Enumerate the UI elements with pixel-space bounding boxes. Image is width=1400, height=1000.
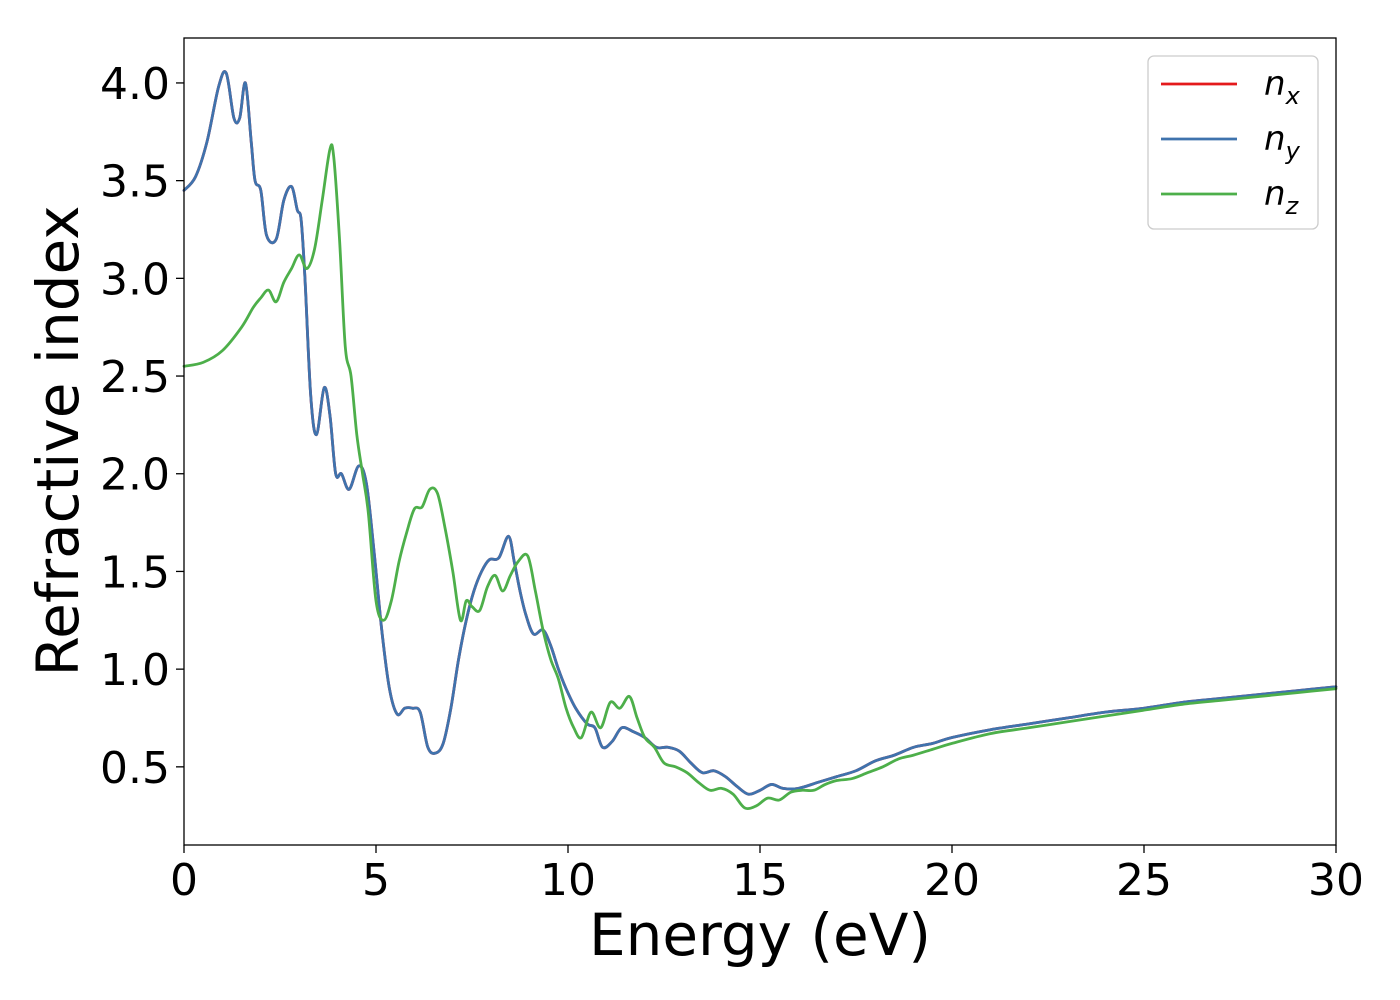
y-axis-label: Refractive index [24,205,92,676]
legend-label-subscript: z [1285,192,1300,220]
x-tick-label: 20 [924,855,980,906]
y-tick-label: 3.0 [100,254,170,305]
legend-label-nz: nz [1264,174,1300,220]
x-tick-label: 10 [540,855,596,906]
x-tick-label: 15 [732,855,788,906]
y-tick-label: 4.0 [100,59,170,110]
x-tick-label: 5 [362,855,390,906]
series-line-nz [182,143,1338,811]
legend-label-ny: ny [1264,119,1301,165]
y-tick-label: 3.5 [100,157,170,208]
legend-label-subscript: y [1285,137,1301,165]
y-tick-label: 1.0 [100,645,170,696]
x-axis-ticks: 0 5 10 15 20 25 30 [170,845,1364,906]
x-tick-label: 30 [1308,855,1364,906]
y-tick-label: 0.5 [100,743,170,794]
legend-label-base: n [1264,174,1286,214]
y-axis-ticks: 0.5 1.0 1.5 2.0 2.5 3.0 3.5 4.0 [100,59,184,794]
legend-box [1147,55,1319,230]
x-tick-label: 0 [170,855,198,906]
x-tick-label: 25 [1116,855,1172,906]
y-tick-label: 2.5 [100,352,170,403]
legend-label-base: n [1264,119,1286,159]
y-tick-label: 1.5 [100,547,170,598]
legend-label-base: n [1264,64,1286,104]
series-layer [182,70,1338,811]
legend-label-nx: nx [1264,64,1301,110]
legend-label-subscript: x [1285,82,1301,110]
y-tick-label: 2.0 [100,450,170,501]
x-axis-label: Energy (eV) [589,901,931,969]
